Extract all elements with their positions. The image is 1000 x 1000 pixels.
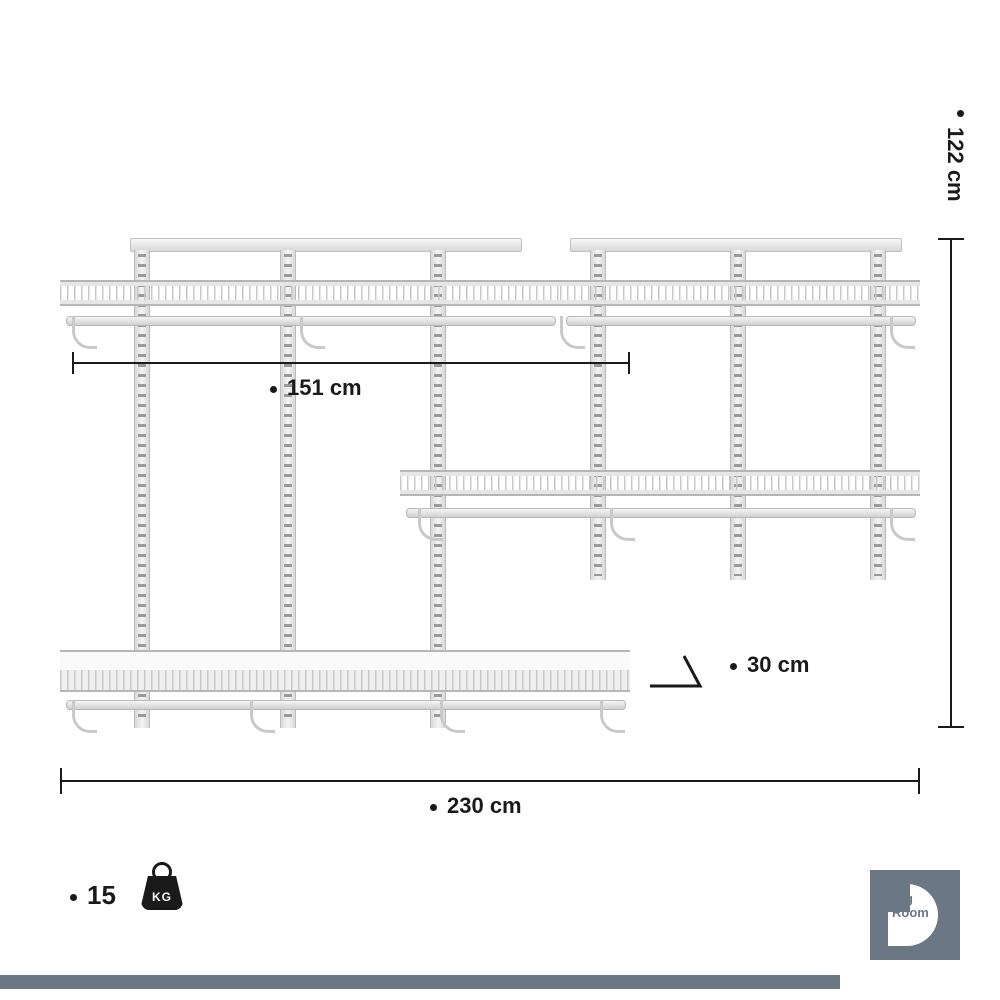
rod-hook	[600, 700, 625, 733]
dim-tick	[72, 352, 74, 374]
weight-icon: KG	[140, 870, 184, 910]
dim-inner-line	[72, 362, 630, 364]
dim-width-text: 230 cm	[447, 793, 522, 818]
dim-height-label: 122 cm	[942, 110, 968, 202]
rod-hook	[72, 700, 97, 733]
rod-hook	[250, 700, 275, 733]
rod-hook	[418, 508, 443, 541]
rod-hook	[890, 508, 915, 541]
rod-hook	[300, 316, 325, 349]
dim-height-line	[950, 238, 952, 728]
rod-hook	[440, 700, 465, 733]
hanging-rod	[566, 316, 916, 326]
depth-caret-icon	[650, 638, 720, 698]
rod-hook	[610, 508, 635, 541]
dim-width-line	[60, 780, 920, 782]
dim-height-text: 122 cm	[943, 127, 968, 202]
dim-tick	[938, 238, 964, 240]
dim-inner-label: 151 cm	[270, 375, 362, 401]
dim-tick	[628, 352, 630, 374]
footer-bar	[0, 975, 840, 989]
dim-width-label: 230 cm	[430, 793, 522, 819]
weight-label: 15	[70, 880, 116, 911]
dim-depth-text: 30 cm	[747, 652, 809, 677]
rod-hook	[890, 316, 915, 349]
hanging-rod	[66, 700, 626, 710]
wire-shelf-bottom	[60, 650, 630, 692]
wire-shelf	[400, 470, 920, 496]
weight-unit: KG	[140, 890, 184, 904]
dim-inner-text: 151 cm	[287, 375, 362, 400]
rod-hook	[560, 316, 585, 349]
brand-line1: Big	[892, 891, 913, 906]
wire-shelf	[560, 280, 920, 306]
brand-line2: Room	[892, 905, 929, 920]
dim-depth-label: 30 cm	[730, 652, 809, 678]
dim-tick	[938, 726, 964, 728]
rod-hook	[72, 316, 97, 349]
hanging-rod	[406, 508, 916, 518]
wire-shelf	[60, 280, 560, 306]
mounting-rail-left	[130, 238, 522, 252]
dim-tick	[60, 768, 62, 794]
dim-tick	[918, 768, 920, 794]
brand-logo: BigRoom	[870, 870, 960, 960]
weight-value: 15	[87, 880, 116, 910]
